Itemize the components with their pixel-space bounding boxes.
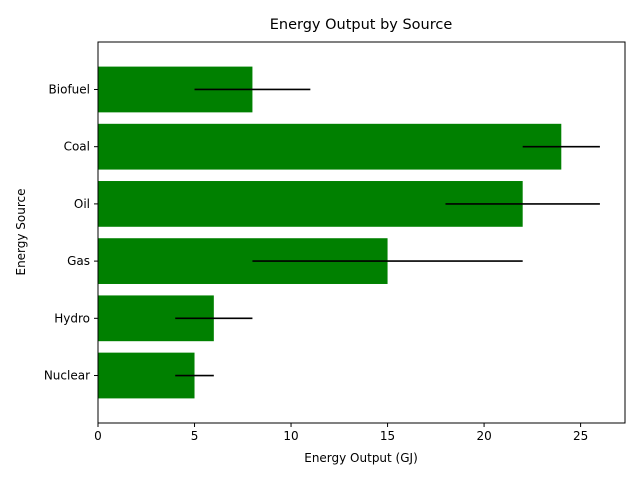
y-tick-label-biofuel: Biofuel	[49, 82, 90, 96]
x-tick-label-10: 10	[283, 429, 298, 443]
error-bars-layer	[175, 88, 600, 377]
chart-title: Energy Output by Source	[270, 17, 453, 33]
x-tick-label-5: 5	[191, 429, 199, 443]
x-axis: 0 5 10 15 20 25	[94, 423, 588, 443]
y-tick-label-hydro: Hydro	[54, 311, 90, 325]
bar-coal	[98, 123, 562, 170]
y-tick-label-nuclear: Nuclear	[44, 369, 90, 383]
plot-frame	[97, 41, 626, 424]
x-tick-label-20: 20	[476, 429, 491, 443]
bars-layer	[98, 66, 562, 399]
y-tick-label-gas: Gas	[67, 254, 90, 268]
y-axis-label: Energy Source	[14, 188, 28, 275]
x-tick-label-25: 25	[573, 429, 588, 443]
y-tick-label-coal: Coal	[64, 140, 90, 154]
y-tick-label-oil: Oil	[74, 197, 90, 211]
x-axis-label: Energy Output (GJ)	[304, 451, 418, 465]
x-tick-label-0: 0	[94, 429, 102, 443]
x-tick-label-15: 15	[380, 429, 395, 443]
y-axis: Nuclear Hydro Gas Oil Coal Biofuel	[44, 82, 98, 383]
